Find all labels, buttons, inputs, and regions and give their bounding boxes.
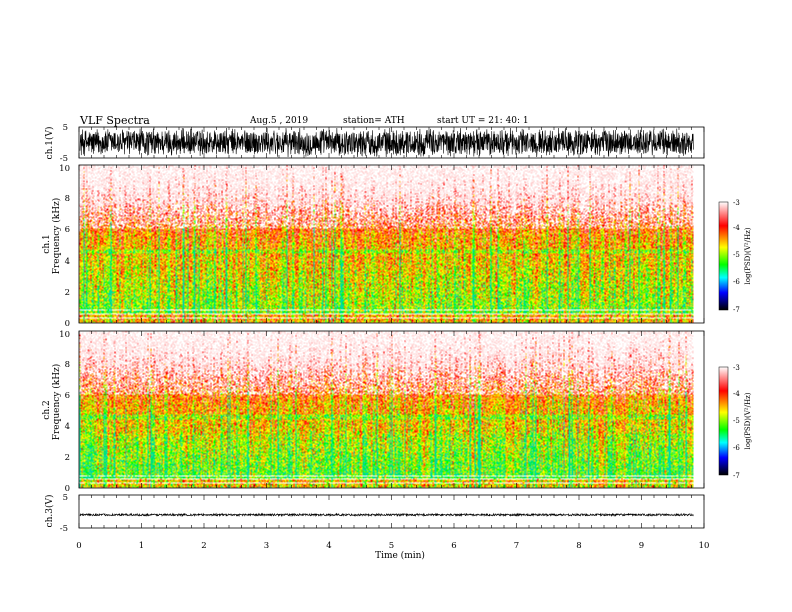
- time-axis-tick-labels: 0 1 2 3 4 5 6 7 8 9 10: [76, 541, 709, 551]
- ch2-spectrogram-panel: 0 2 4 6 8 10 ch.2 Frequency (kHz) -3 -4 …: [42, 330, 752, 494]
- ch2-ytick-10: 10: [59, 330, 70, 340]
- time-tick-label: 5: [389, 541, 394, 551]
- ch1-ytick-10: 10: [59, 164, 70, 174]
- ch1-waveform-xticks: [78, 127, 705, 158]
- ch2-spectrogram-xticks: [78, 331, 705, 488]
- ch1-colorbar-label: log(PSD)(V²/Hz): [744, 227, 752, 284]
- ch2-spectrogram-yticks: 0 2 4 6 8 10: [59, 330, 70, 494]
- ch1-spectrogram-xticks: [78, 165, 705, 323]
- ch3-waveform-xticks: [78, 495, 705, 528]
- ch1-spectrogram-yticks: 0 2 4 6 8 10: [59, 164, 70, 329]
- time-tick-label: 1: [139, 541, 144, 551]
- start-time-label: start UT = 21: 40: 1: [437, 116, 529, 126]
- ch2-ytick-0: 0: [65, 484, 70, 494]
- ch2-colorbar: -3 -4 -5 -6 -7 log(PSD)(V²/Hz): [718, 364, 752, 480]
- time-tick-label: 7: [514, 541, 519, 551]
- time-tick-label: 0: [76, 541, 81, 551]
- ch3-ytick-top: 5: [63, 493, 68, 503]
- ch2-colorbar-tick-m7: -7: [733, 472, 740, 480]
- ch1-ytick-4: 4: [65, 257, 70, 267]
- time-axis-label: Time (min): [375, 550, 425, 561]
- date-label: Aug.5 , 2019: [249, 116, 308, 126]
- time-tick-label: 4: [326, 541, 331, 551]
- ch1-ytick-0: 0: [65, 319, 70, 329]
- ch1-colorbar-tick-m6: -6: [733, 278, 740, 286]
- time-tick-label: 3: [264, 541, 269, 551]
- ch2-spectrogram-image: [79, 331, 694, 488]
- ch2-colorbar-tick-m6: -6: [733, 444, 740, 452]
- ch2-colorbar-gradient: [718, 366, 729, 476]
- ch3-waveform-ylabel: ch.3(V): [44, 495, 55, 528]
- ch1-waveform-trace: [79, 127, 694, 158]
- ch2-colorbar-tick-m5: -5: [733, 417, 740, 425]
- ch3-waveform-panel: 5 -5 ch.3(V): [44, 493, 705, 534]
- ch1-waveform-panel: 5 -5 ch.1(V): [44, 123, 705, 164]
- ch2-ytick-2: 2: [65, 453, 70, 463]
- ch2-colorbar-tick-m3: -3: [733, 364, 740, 372]
- ch1-colorbar-tick-m5: -5: [733, 251, 740, 259]
- ch3-waveform-frame: [78, 494, 705, 529]
- ch1-colorbar: -3 -4 -5 -6 -7 log(PSD)(V²/Hz): [718, 199, 752, 314]
- ch1-colorbar-tick-m7: -7: [733, 306, 740, 314]
- ch1-colorbar-tick-m3: -3: [733, 199, 740, 207]
- time-tick-label: 9: [639, 541, 644, 551]
- ch1-spectrogram-ylabel-frequency: Frequency (kHz): [51, 198, 62, 275]
- ch1-spectrogram-ylabel-channel: ch.1: [42, 234, 52, 253]
- ch3-ytick-bottom: -5: [60, 524, 68, 534]
- ch3-waveform-trace: [79, 512, 694, 518]
- ch1-colorbar-tick-m4: -4: [733, 224, 740, 232]
- ch2-ytick-4: 4: [65, 422, 70, 432]
- ch1-ytick-8: 8: [65, 194, 70, 204]
- ch2-colorbar-tick-m4: -4: [733, 390, 740, 398]
- station-label: station= ATH: [343, 116, 405, 126]
- time-tick-label: 10: [699, 541, 710, 551]
- ch2-spectrogram-ylabel-channel: ch.2: [42, 400, 52, 419]
- ch2-colorbar-label: log(PSD)(V²/Hz): [744, 392, 752, 449]
- ch1-ytick-bottom: -5: [60, 154, 68, 164]
- ch1-ytick-6: 6: [65, 225, 70, 235]
- ch2-spectrogram-ylabel-frequency: Frequency (kHz): [51, 364, 62, 441]
- ch1-spectrogram-panel: 0 2 4 6 8 10 ch.1 Frequency (kHz) -3 -4 …: [42, 164, 752, 329]
- ch1-waveform-ylabel: ch.1(V): [44, 127, 55, 160]
- time-tick-label: 6: [451, 541, 456, 551]
- ch2-ytick-6: 6: [65, 391, 70, 401]
- time-tick-label: 8: [576, 541, 581, 551]
- ch1-spectrogram-image: [79, 165, 694, 323]
- ch1-ytick-top: 5: [63, 123, 68, 133]
- ch1-ytick-2: 2: [65, 288, 70, 298]
- time-tick-label: 2: [201, 541, 206, 551]
- figure-title: VLF Spectra: [79, 114, 150, 127]
- ch1-colorbar-gradient: [718, 201, 729, 311]
- ch2-ytick-8: 8: [65, 360, 70, 370]
